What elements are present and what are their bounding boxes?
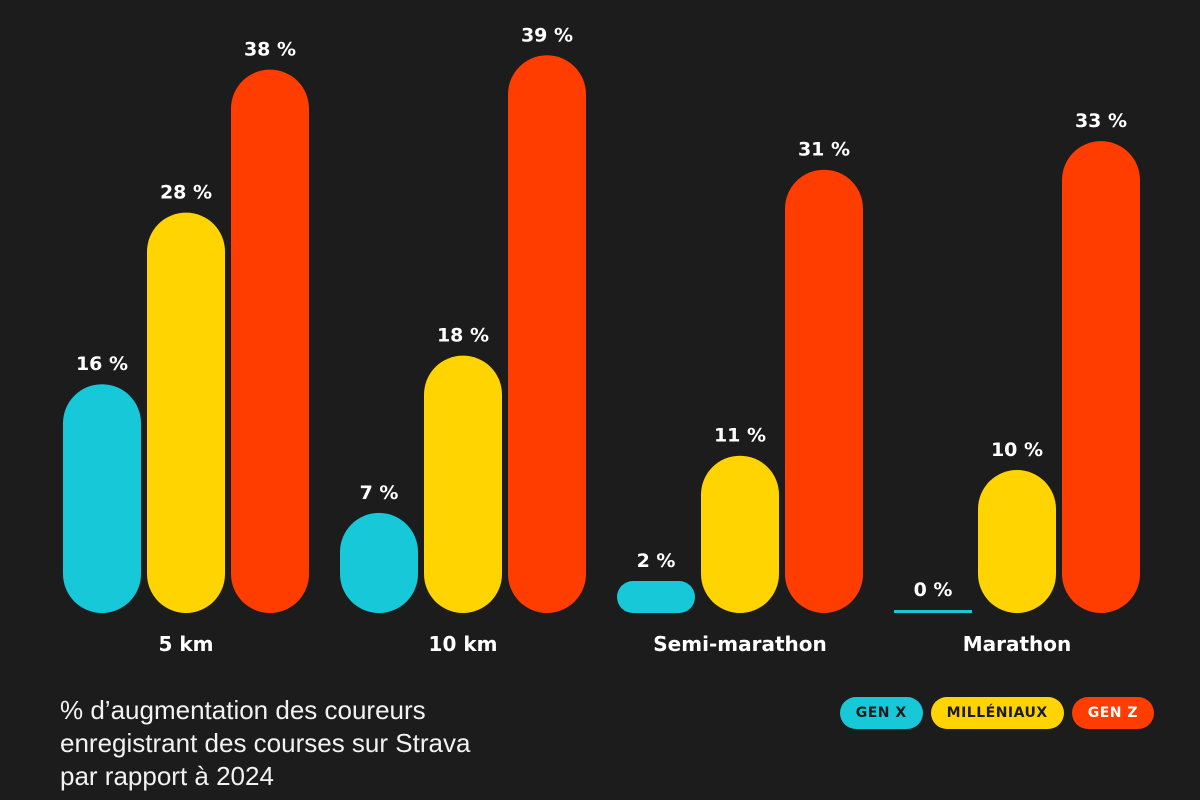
category-label: Marathon: [963, 632, 1072, 656]
data-label: 39 %: [521, 24, 573, 46]
category-label: 10 km: [429, 632, 498, 656]
category-label: Semi-marathon: [653, 632, 826, 656]
data-label: 31 %: [798, 139, 850, 161]
data-label: 16 %: [76, 353, 128, 375]
legend-gen-z: GEN Z: [1071, 697, 1154, 729]
bar: [785, 169, 863, 613]
bar: [231, 69, 309, 614]
data-label: 0 %: [914, 579, 953, 601]
data-label: 7 %: [360, 482, 399, 504]
legend-gen-x: GEN X: [839, 697, 923, 729]
bar: [424, 355, 502, 613]
data-label: 28 %: [160, 182, 212, 204]
data-label: 38 %: [244, 39, 296, 61]
bar: [63, 384, 141, 613]
bar: [617, 581, 695, 613]
data-label: 2 %: [637, 550, 676, 572]
caption-line: enregistrant des courses sur Strava: [60, 728, 471, 758]
bar: [1062, 141, 1140, 613]
data-label: 10 %: [991, 439, 1043, 461]
bar: [340, 512, 418, 613]
data-label: 33 %: [1075, 110, 1127, 132]
category-label: 5 km: [158, 632, 213, 656]
bar: [978, 470, 1056, 613]
legend-milleniaux: MILLÉNIAUX: [930, 697, 1064, 729]
data-label: 11 %: [714, 425, 766, 447]
bar: [147, 212, 225, 613]
bar: [701, 455, 779, 613]
legend: GEN X MILLÉNIAUX GEN Z: [839, 697, 1154, 729]
chart-caption: % d’augmentation des coureurs enregistra…: [60, 694, 470, 793]
data-label: 18 %: [437, 325, 489, 347]
bar-zero-line: [894, 610, 972, 613]
bar: [508, 55, 586, 614]
caption-line: % d’augmentation des coureurs: [60, 695, 426, 725]
caption-line: par rapport à 2024: [60, 761, 274, 791]
